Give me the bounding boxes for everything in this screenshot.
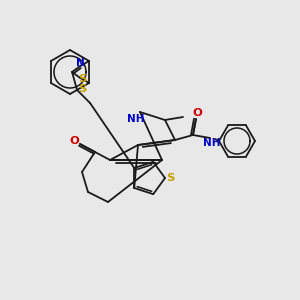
Text: N: N [76,58,85,68]
Text: NH: NH [127,114,145,124]
Text: O: O [69,136,79,146]
Text: O: O [192,108,202,118]
Text: S: S [78,74,87,85]
Text: S: S [166,173,174,183]
Text: S: S [78,84,86,94]
Text: NH: NH [203,138,221,148]
